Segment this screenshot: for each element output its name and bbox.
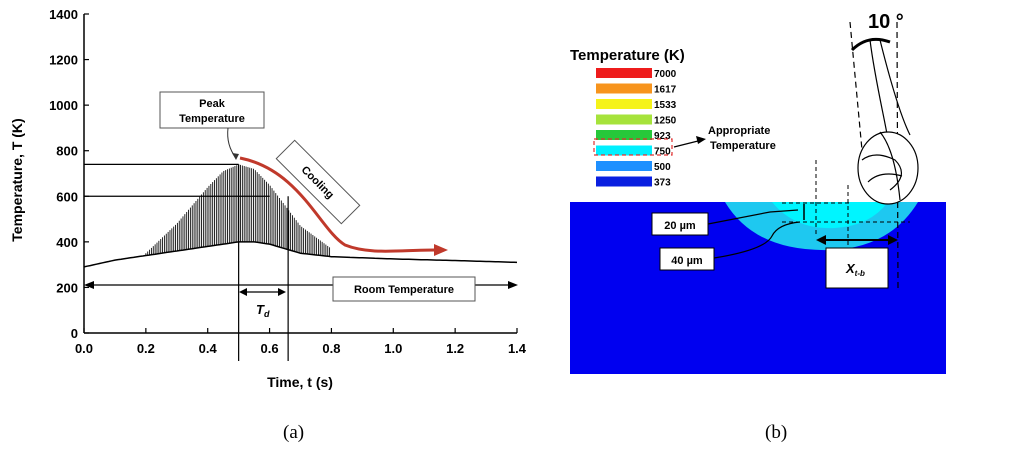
xtb-label: Xt-b (845, 261, 865, 278)
legend-label: 750 (654, 147, 671, 158)
legend-swatch (596, 99, 652, 109)
y-tick-label: 600 (56, 189, 78, 204)
x-tick-label: 0.6 (261, 341, 279, 356)
appropriate-arrow-head (696, 136, 706, 144)
legend-label: 923 (654, 131, 671, 142)
x-tick-label: 0.2 (137, 341, 155, 356)
legend-label: 1250 (654, 116, 677, 127)
x-tick-label: 1.2 (446, 341, 464, 356)
xtb-arrow-head-left (816, 235, 826, 245)
legend-swatch (596, 176, 652, 187)
td-label: Td (256, 302, 270, 319)
peak-pointer-head (232, 153, 239, 160)
legend-label: 1533 (654, 100, 677, 111)
x-tick-label: 0.8 (322, 341, 340, 356)
cooling-box (275, 139, 361, 225)
x-axis-label: Time, t (s) (267, 374, 333, 390)
y-tick-label: 1400 (49, 7, 78, 22)
appropriate-label-line2: Temperature (710, 140, 776, 152)
dim-40-box (659, 247, 715, 271)
y-tick-label: 200 (56, 280, 78, 295)
legend-swatch (596, 161, 652, 171)
td-arrow-head-right (278, 288, 286, 296)
legend-label: 373 (654, 178, 671, 189)
legend-label: 7000 (654, 69, 677, 80)
dim-40-leader (713, 221, 801, 259)
legend-swatch (596, 130, 652, 140)
legend-label: 1617 (654, 85, 677, 96)
y-tick-label: 800 (56, 144, 78, 159)
room-arrow-head-right (508, 281, 518, 289)
xtb-box (825, 247, 889, 289)
legend-title: Temperature (K) (570, 47, 685, 64)
cooling-arrow (239, 156, 436, 253)
room-temperature-label: Room Temperature (354, 284, 454, 296)
y-tick-label: 400 (56, 235, 78, 250)
x-tick-label: 1.0 (384, 341, 402, 356)
legend-swatch (596, 145, 652, 156)
dim-40-label: 40 µm (671, 255, 703, 267)
xtb-arrow-head-right (888, 235, 898, 245)
temperature-field-diagram: Temperature (K) 7000 1617 1533 1250 923 750 50… (570, 11, 946, 374)
y-axis-label: Temperature, T (K) (9, 118, 25, 241)
td-arrow-head-left (239, 288, 247, 296)
dim-20-leader (707, 209, 799, 225)
peak-label-line1: Peak (199, 98, 226, 110)
room-arrow-head-left (84, 281, 94, 289)
caption-a: (a) (283, 422, 305, 443)
y-tick-label: 1200 (49, 53, 78, 68)
y-tick-label: 1000 (49, 98, 78, 113)
dim-20-label: 20 µm (664, 220, 696, 232)
legend-label: 500 (654, 162, 671, 173)
room-temperature-box (332, 276, 476, 302)
y-tick-label: 0 (71, 326, 78, 341)
peak-temperature-box (159, 91, 265, 129)
caption-b: (b) (765, 422, 788, 443)
cooling-arrow-head (434, 244, 448, 256)
angle-label: 10 ° (868, 11, 904, 33)
temperature-time-chart: 0.0 0.2 0.4 0.6 0.8 1.0 1.2 1.4 0 200 400 600 800 100… (9, 7, 527, 390)
legend-swatch (596, 114, 652, 125)
appropriate-highlight-box (593, 138, 673, 156)
legend-swatch (596, 68, 652, 78)
angle-arc (850, 37, 891, 52)
tool-icon (849, 21, 919, 291)
peak-label-line2: Temperature (179, 113, 245, 125)
x-tick-label: 0.4 (199, 341, 218, 356)
appropriate-label-line1: Appropriate (708, 125, 770, 137)
legend-swatch (596, 83, 652, 94)
temperature-trace (83, 241, 518, 268)
x-tick-label: 0.0 (75, 341, 93, 356)
x-tick-label: 1.4 (508, 341, 527, 356)
